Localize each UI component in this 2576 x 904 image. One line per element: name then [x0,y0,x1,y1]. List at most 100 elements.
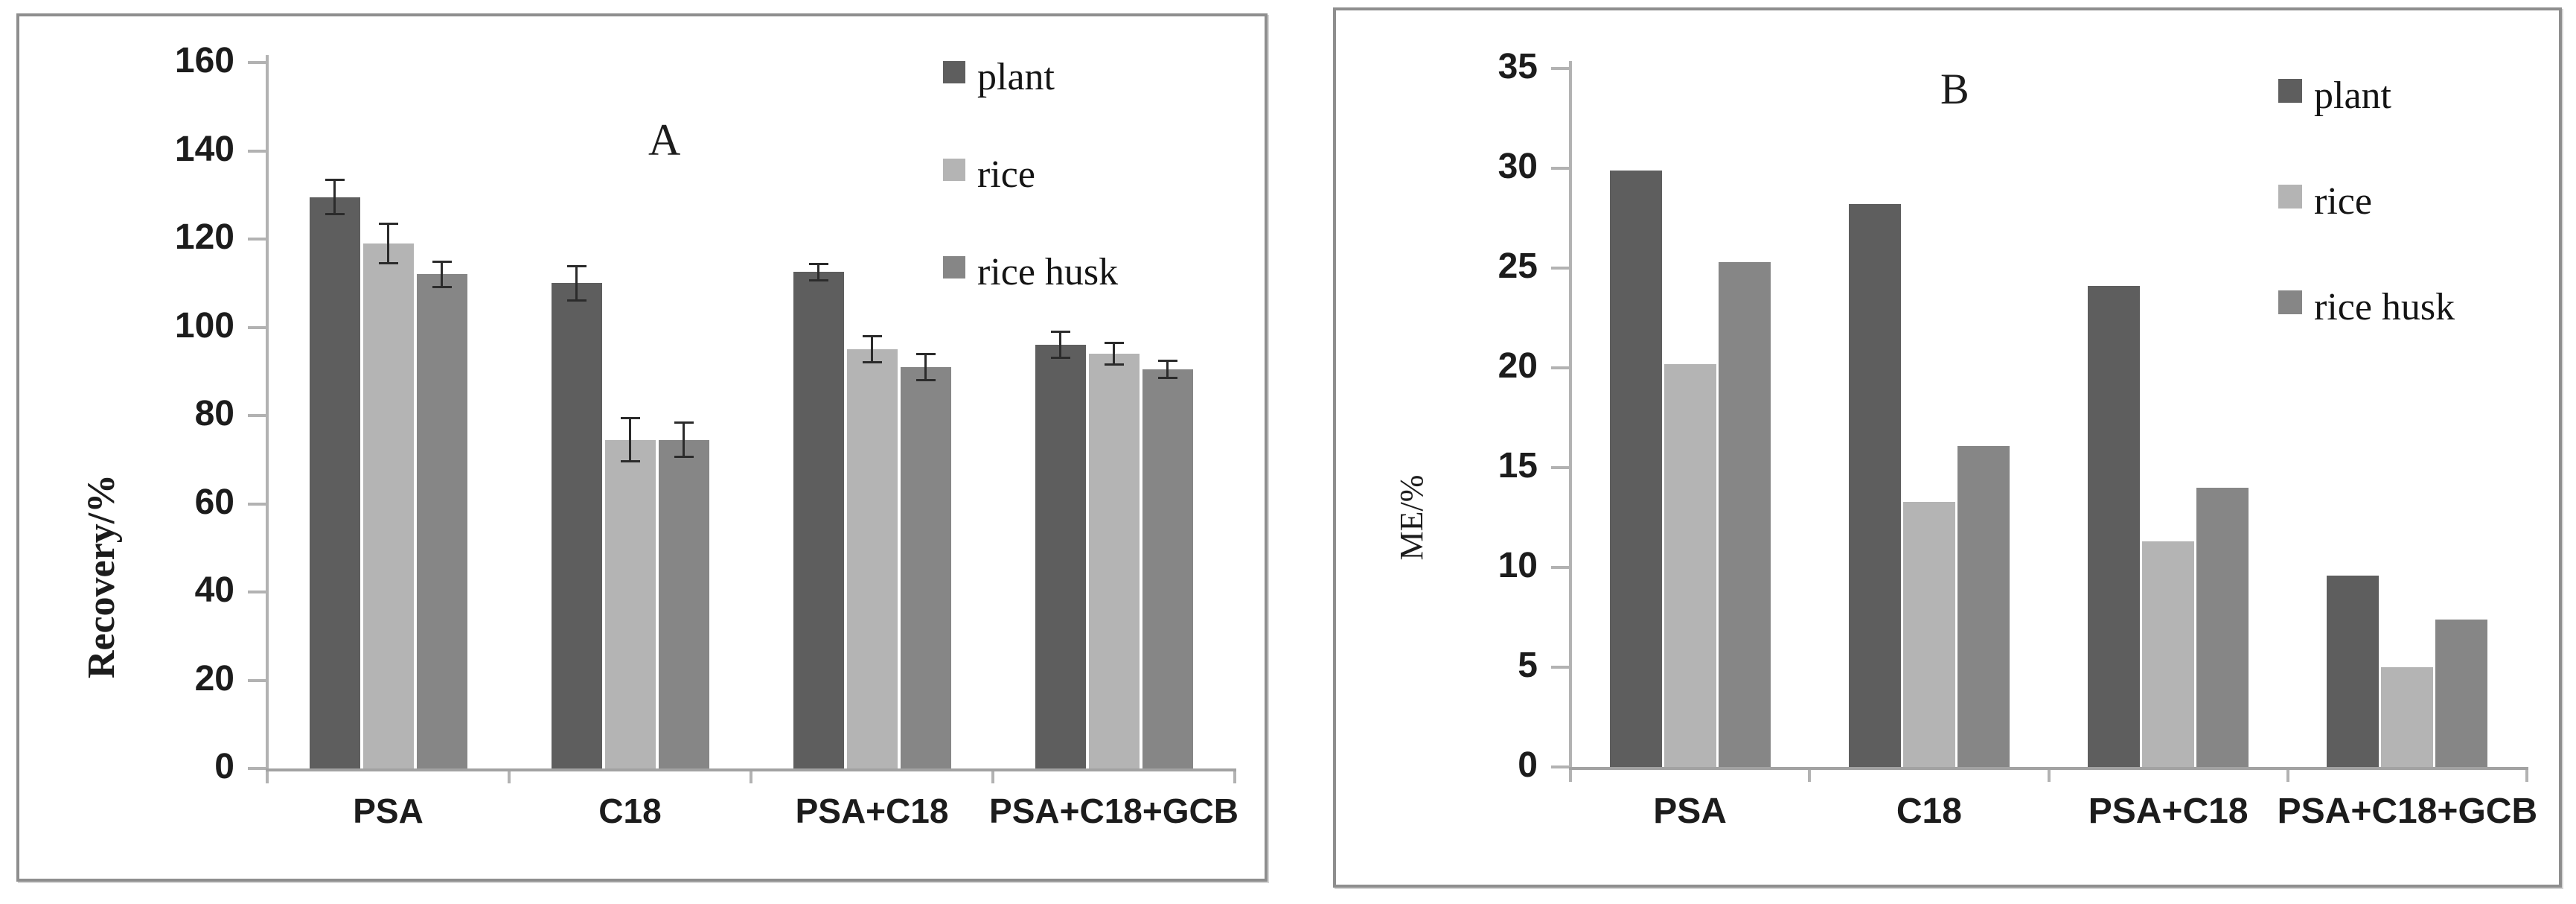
error-bar [387,223,389,264]
legend-swatch [2278,290,2302,314]
error-bar [1166,360,1169,378]
legend-swatch [943,256,965,278]
y-tick-label: 20 [194,658,234,698]
y-tick-label: 140 [174,129,234,169]
bar-plant-psa+c18 [2088,286,2141,767]
x-axis-tick [2047,770,2051,782]
error-bar-cap-bottom [862,360,882,363]
error-bar-cap-top [915,353,936,356]
category-label: PSA+C18+GCB [2277,792,2538,831]
legend-swatch [2278,185,2302,209]
category-label: PSA [1653,792,1727,831]
y-tick-mark [1551,466,1569,469]
error-bar [1059,331,1061,358]
legend-swatch [943,61,965,83]
y-tick-mark [248,61,266,64]
x-axis-tick [1808,770,1812,782]
x-axis-tick [2286,770,2289,782]
y-tick-label: 60 [194,482,234,522]
error-bar-cap-bottom [808,279,828,282]
x-axis-tick [750,771,752,783]
legend-label: plant [977,55,1055,98]
y-tick-mark [1551,267,1569,270]
error-bar [683,421,685,458]
y-tick-mark [248,238,266,241]
bar-plant-c18 [1848,204,1901,767]
y-tick-mark [248,767,266,770]
error-bar-cap-top [1050,331,1070,334]
category-label: PSA+C18 [795,792,949,830]
y-axis-line [266,55,269,768]
y-tick-mark [248,678,266,682]
legend-label: plant [2314,74,2391,118]
bar-plant-psa [309,197,360,768]
bar-rice-husk-psa+c18+gcb [1142,369,1193,768]
error-bar-cap-bottom [566,299,587,302]
panel-b: B ME/% 0 5 10 15 20 25 30 35 PSA C18 PSA+C18 PSA+C1… [1333,7,2562,888]
error-bar-cap-top [1157,359,1177,362]
error-bar-cap-top [862,335,882,338]
legend-label: rice [2314,180,2372,223]
bar-rice-husk-c18 [658,439,709,768]
category-label: C18 [1896,792,1962,831]
error-bar [575,265,578,301]
error-bar-cap-top [1104,342,1124,345]
y-tick-label: 25 [1498,246,1538,287]
error-bar-cap-top [808,262,828,265]
bar-rice-psa+c18+gcb [2381,667,2434,767]
legend-label: rice husk [2314,286,2455,329]
y-tick-mark [1551,167,1569,170]
legend-item: plant [943,57,1256,98]
error-bar [441,261,443,288]
legend-label: rice husk [977,250,1119,293]
error-bar-cap-top [325,179,345,181]
bar-plant-psa [1609,170,1662,767]
y-tick-label: 80 [194,394,234,434]
category-label: PSA [353,792,424,830]
error-bar-cap-bottom [1050,356,1070,359]
y-tick-mark [1551,666,1569,669]
y-tick-mark [248,414,266,417]
y-tick-label: 120 [174,217,234,258]
bar-rice-husk-psa+c18+gcb [2435,619,2488,767]
y-tick-label: 30 [1498,147,1538,187]
x-axis-tick [266,771,269,783]
legend-item: rice husk [943,252,1256,293]
error-bar-cap-bottom [915,378,936,381]
y-tick-mark [1551,67,1569,70]
bar-rice-psa+c18 [846,349,898,768]
y-axis-line [1569,61,1572,767]
error-bar [629,417,631,462]
legend-label: rice [977,153,1035,196]
error-bar [924,354,927,381]
y-tick-mark [1551,366,1569,369]
error-bar-cap-bottom [620,460,640,463]
error-bar-cap-bottom [1157,376,1177,379]
error-bar-cap-top [620,416,640,419]
error-bar-cap-top [432,260,452,263]
error-bar [1113,343,1115,365]
y-tick-mark [1551,566,1569,569]
bar-rice-husk-psa+c18 [900,366,951,768]
error-bar-cap-bottom [674,456,694,459]
error-bar-cap-bottom [378,261,398,264]
y-tick-mark [248,325,266,329]
x-axis-tick [991,771,994,783]
x-axis-tick [2525,770,2528,782]
y-tick-label: 10 [1498,546,1538,586]
y-tick-mark [248,502,266,506]
bar-rice-psa+c18 [2142,541,2195,767]
bar-rice-husk-psa [1718,261,1771,767]
legend-item: plant [2278,74,2576,118]
legend-item: rice [943,154,1256,196]
panel-letter: B [1940,65,1969,113]
bar-plant-psa+c18+gcb [2327,575,2380,767]
legend-item: rice [2278,180,2576,223]
error-bar-cap-bottom [325,213,345,216]
bar-rice-psa [1663,363,1716,767]
y-tick-label: 40 [194,570,234,611]
error-bar [333,179,336,215]
legend-item: rice husk [2278,286,2576,329]
category-label: C18 [598,792,662,830]
